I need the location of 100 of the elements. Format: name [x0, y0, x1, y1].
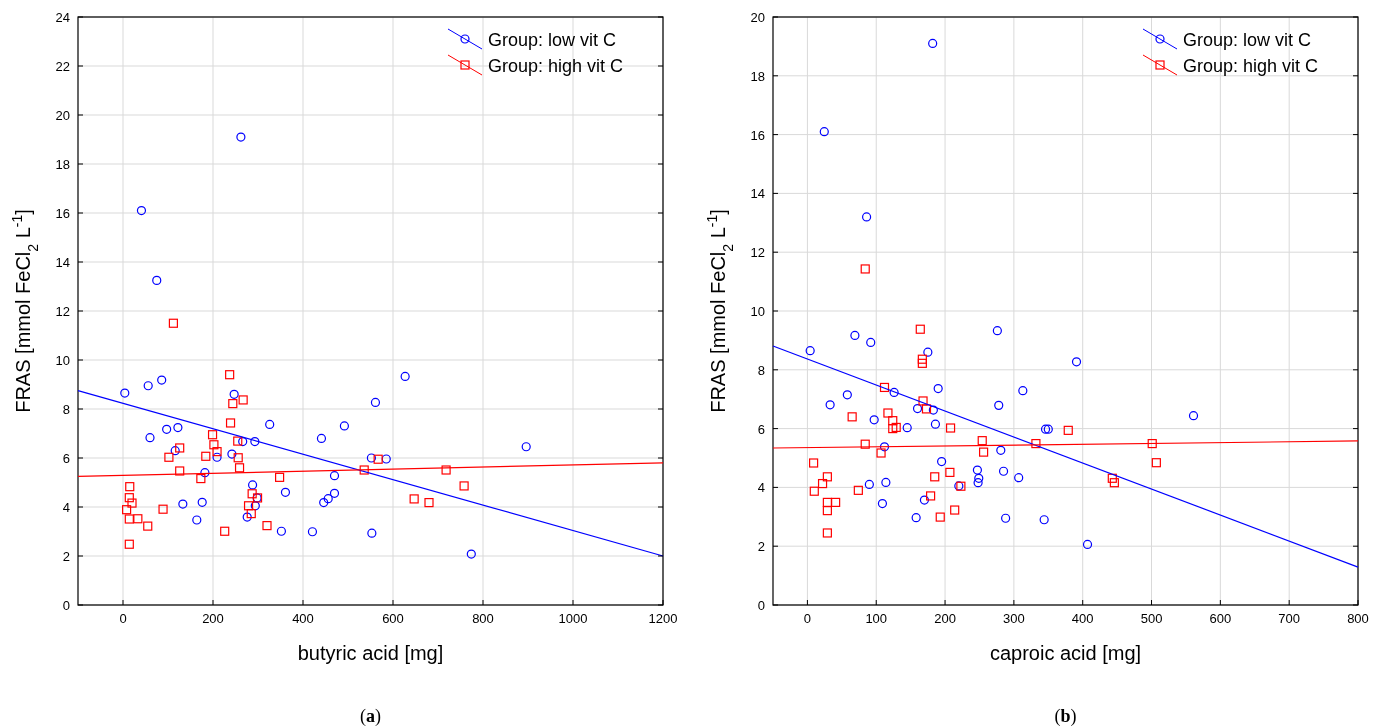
x-tick-label: 1000	[558, 611, 588, 626]
x-tick-label: 0	[119, 611, 127, 626]
point	[158, 504, 168, 514]
point	[250, 501, 260, 511]
point	[124, 493, 134, 503]
x-axis-title: butyric acid [mg]	[297, 642, 444, 664]
point	[250, 436, 260, 447]
y-tick-label: 18	[750, 68, 765, 84]
point	[945, 467, 955, 478]
y-tick-label: 4	[757, 480, 765, 496]
x-tick-label: 300	[1003, 611, 1025, 626]
point	[233, 436, 243, 446]
point	[242, 512, 252, 522]
point	[937, 456, 947, 467]
point	[1001, 513, 1011, 523]
point	[200, 468, 210, 478]
point	[319, 497, 329, 508]
point	[860, 439, 870, 449]
point	[225, 418, 236, 428]
point	[1109, 478, 1119, 488]
point	[919, 495, 930, 505]
x-tick-label: 800	[472, 611, 494, 626]
point	[192, 515, 202, 525]
legend-label: Group: low vit C	[1183, 30, 1312, 50]
point	[1071, 357, 1082, 367]
y-tick-label: 12	[750, 245, 765, 261]
point	[228, 399, 238, 409]
point	[246, 509, 256, 519]
point	[409, 494, 419, 504]
point	[869, 415, 879, 425]
text: (a)	[360, 706, 381, 727]
point	[1147, 438, 1157, 449]
point	[977, 436, 987, 446]
point	[236, 132, 246, 142]
y-tick-label: 22	[55, 59, 70, 74]
point	[992, 326, 1002, 336]
legend-label: Group: high vit C	[488, 56, 624, 76]
point	[879, 382, 890, 393]
x-tick-label: 800	[1347, 611, 1369, 626]
y-tick-label: 0	[757, 598, 765, 613]
point	[359, 465, 369, 475]
point	[930, 472, 940, 482]
point	[212, 452, 222, 462]
x-tick-label: 400	[1071, 611, 1094, 626]
point	[809, 486, 819, 496]
point	[877, 498, 888, 509]
point	[276, 526, 286, 536]
point	[120, 388, 130, 398]
point	[212, 447, 222, 457]
point	[950, 505, 960, 515]
x-tick-label: 100	[865, 611, 888, 626]
y-tick-label: 20	[750, 10, 765, 25]
point	[175, 443, 185, 453]
point	[234, 463, 245, 473]
y-tick-label: 24	[55, 10, 70, 25]
point	[825, 400, 835, 410]
point	[917, 354, 927, 364]
point	[945, 423, 956, 433]
point	[1107, 473, 1117, 483]
x-tick-label: 600	[1209, 611, 1232, 626]
point	[923, 347, 933, 357]
point	[928, 38, 938, 49]
point	[466, 549, 476, 559]
point	[238, 436, 248, 447]
point	[842, 390, 852, 400]
point	[822, 528, 832, 538]
point	[220, 526, 230, 536]
point	[227, 449, 237, 459]
point	[152, 275, 162, 285]
point	[133, 514, 143, 524]
point	[864, 479, 874, 490]
point	[822, 497, 832, 507]
point	[1018, 386, 1028, 396]
point	[996, 445, 1006, 455]
point	[860, 264, 870, 274]
point	[248, 480, 258, 490]
point	[866, 337, 876, 348]
point	[879, 442, 890, 452]
point	[1063, 425, 1073, 435]
point	[917, 358, 927, 368]
point	[366, 453, 376, 463]
point	[370, 397, 381, 407]
point	[441, 465, 451, 475]
point	[125, 482, 135, 492]
point	[173, 423, 183, 433]
y-tick-label: 16	[55, 206, 70, 221]
legend-label: Group: low vit C	[488, 30, 617, 50]
y-tick-label: 8	[757, 362, 765, 378]
point	[911, 513, 921, 523]
point	[972, 465, 983, 475]
x-tick-label: 200	[934, 611, 956, 626]
point	[1188, 411, 1199, 421]
point	[926, 491, 936, 501]
y-tick-label: 10	[55, 353, 70, 368]
text: (b)	[1054, 706, 1077, 727]
point	[974, 473, 984, 483]
point	[459, 481, 469, 491]
point	[1151, 458, 1161, 468]
point	[881, 477, 891, 487]
point	[339, 421, 349, 431]
